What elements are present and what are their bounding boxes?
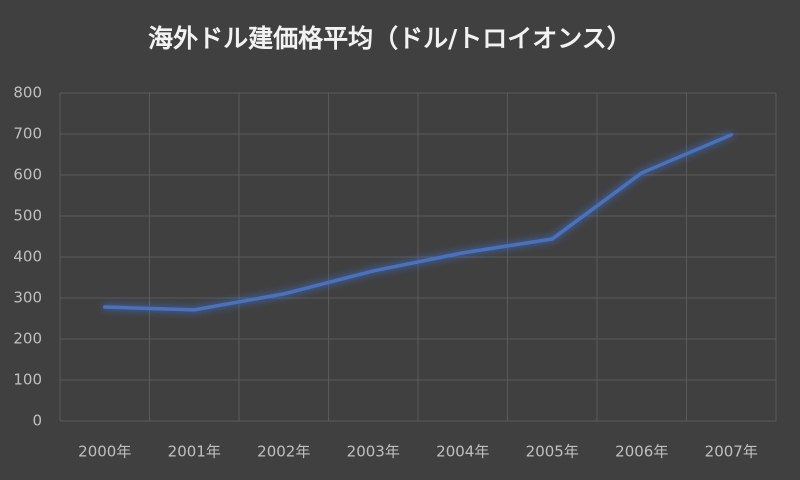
y-tick-label: 600 bbox=[13, 166, 42, 184]
y-tick-label: 300 bbox=[13, 289, 42, 307]
y-tick-label: 200 bbox=[13, 330, 42, 348]
x-tick-label: 2002年 bbox=[257, 443, 310, 461]
y-tick-label: 0 bbox=[32, 412, 42, 430]
data-line bbox=[103, 133, 733, 312]
x-tick-label: 2001年 bbox=[168, 443, 221, 461]
x-tick-label: 2007年 bbox=[705, 443, 758, 461]
x-tick-label: 2000年 bbox=[78, 443, 131, 461]
y-tick-label: 700 bbox=[13, 125, 42, 143]
y-tick-label: 800 bbox=[13, 84, 42, 102]
x-tick-label: 2005年 bbox=[526, 443, 579, 461]
y-tick-label: 400 bbox=[13, 248, 42, 266]
x-tick-label: 2006年 bbox=[615, 443, 668, 461]
y-tick-label: 100 bbox=[13, 371, 42, 389]
y-tick-label: 500 bbox=[13, 207, 42, 225]
chart-title: 海外ドル建価格平均（ドル/トロイオンス） bbox=[148, 24, 632, 53]
x-tick-label: 2003年 bbox=[347, 443, 400, 461]
x-tick-label: 2004年 bbox=[436, 443, 489, 461]
